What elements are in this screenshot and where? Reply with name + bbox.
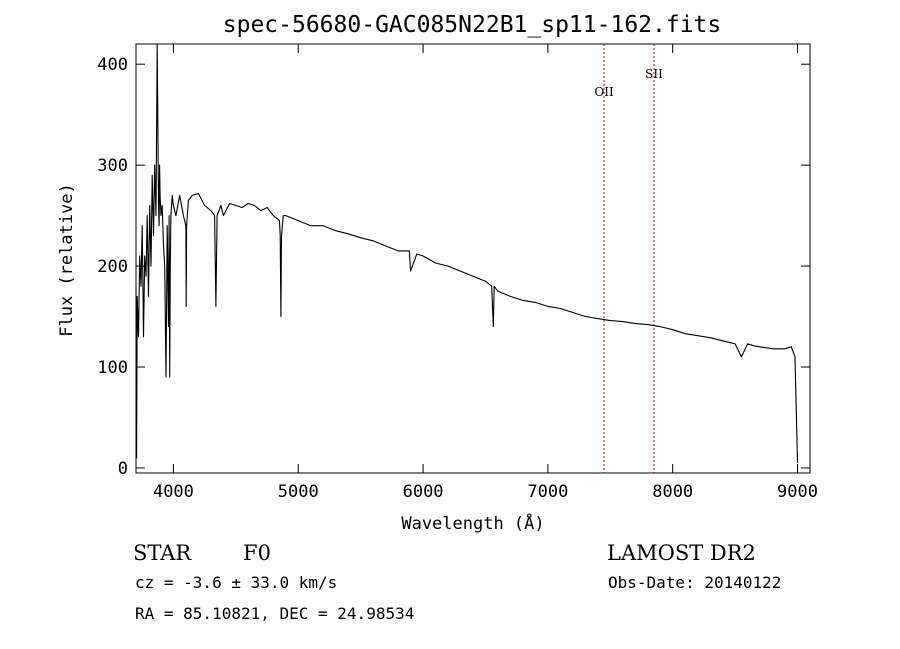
- x-tick-label: 8000: [652, 482, 693, 502]
- y-tick-label: 400: [97, 55, 128, 75]
- object-subclass: F0: [243, 541, 271, 565]
- y-axis: 0 100 200 300 400: [97, 55, 810, 479]
- annotation-label: SII: [645, 67, 663, 81]
- x-axis-label: Wavelength (Å): [401, 512, 544, 534]
- x-tick-label: 4000: [153, 482, 194, 502]
- x-tick-label: 7000: [527, 482, 568, 502]
- y-axis-label: Flux (relative): [57, 183, 77, 337]
- y-tick-label: 300: [97, 156, 128, 176]
- y-tick-label: 100: [97, 358, 128, 378]
- x-tick-label: 5000: [278, 482, 319, 502]
- spectrum-line: [135, 43, 799, 463]
- y-tick-label: 200: [97, 257, 128, 277]
- redshift-text: cz = -3.6 ± 33.0 km/s: [135, 573, 337, 592]
- plot-area: [135, 43, 811, 474]
- plot-border: [135, 43, 811, 474]
- annotation-label: OII: [594, 85, 614, 99]
- chart-title: spec-56680-GAC085N22B1_sp11-162.fits: [223, 12, 722, 38]
- y-tick-label: 0: [118, 459, 128, 479]
- object-class: STAR: [133, 541, 192, 565]
- series-group: [135, 43, 799, 463]
- x-tick-label: 9000: [777, 482, 818, 502]
- coordinates-text: RA = 85.10821, DEC = 24.98534: [135, 604, 414, 623]
- line-annotations: OII SII: [594, 44, 663, 473]
- x-tick-label: 6000: [403, 482, 444, 502]
- obs-date-text: Obs-Date: 20140122: [608, 573, 781, 592]
- x-axis: 4000 5000 6000 7000 8000 9000: [153, 44, 818, 502]
- survey-name: LAMOST DR2: [607, 541, 756, 565]
